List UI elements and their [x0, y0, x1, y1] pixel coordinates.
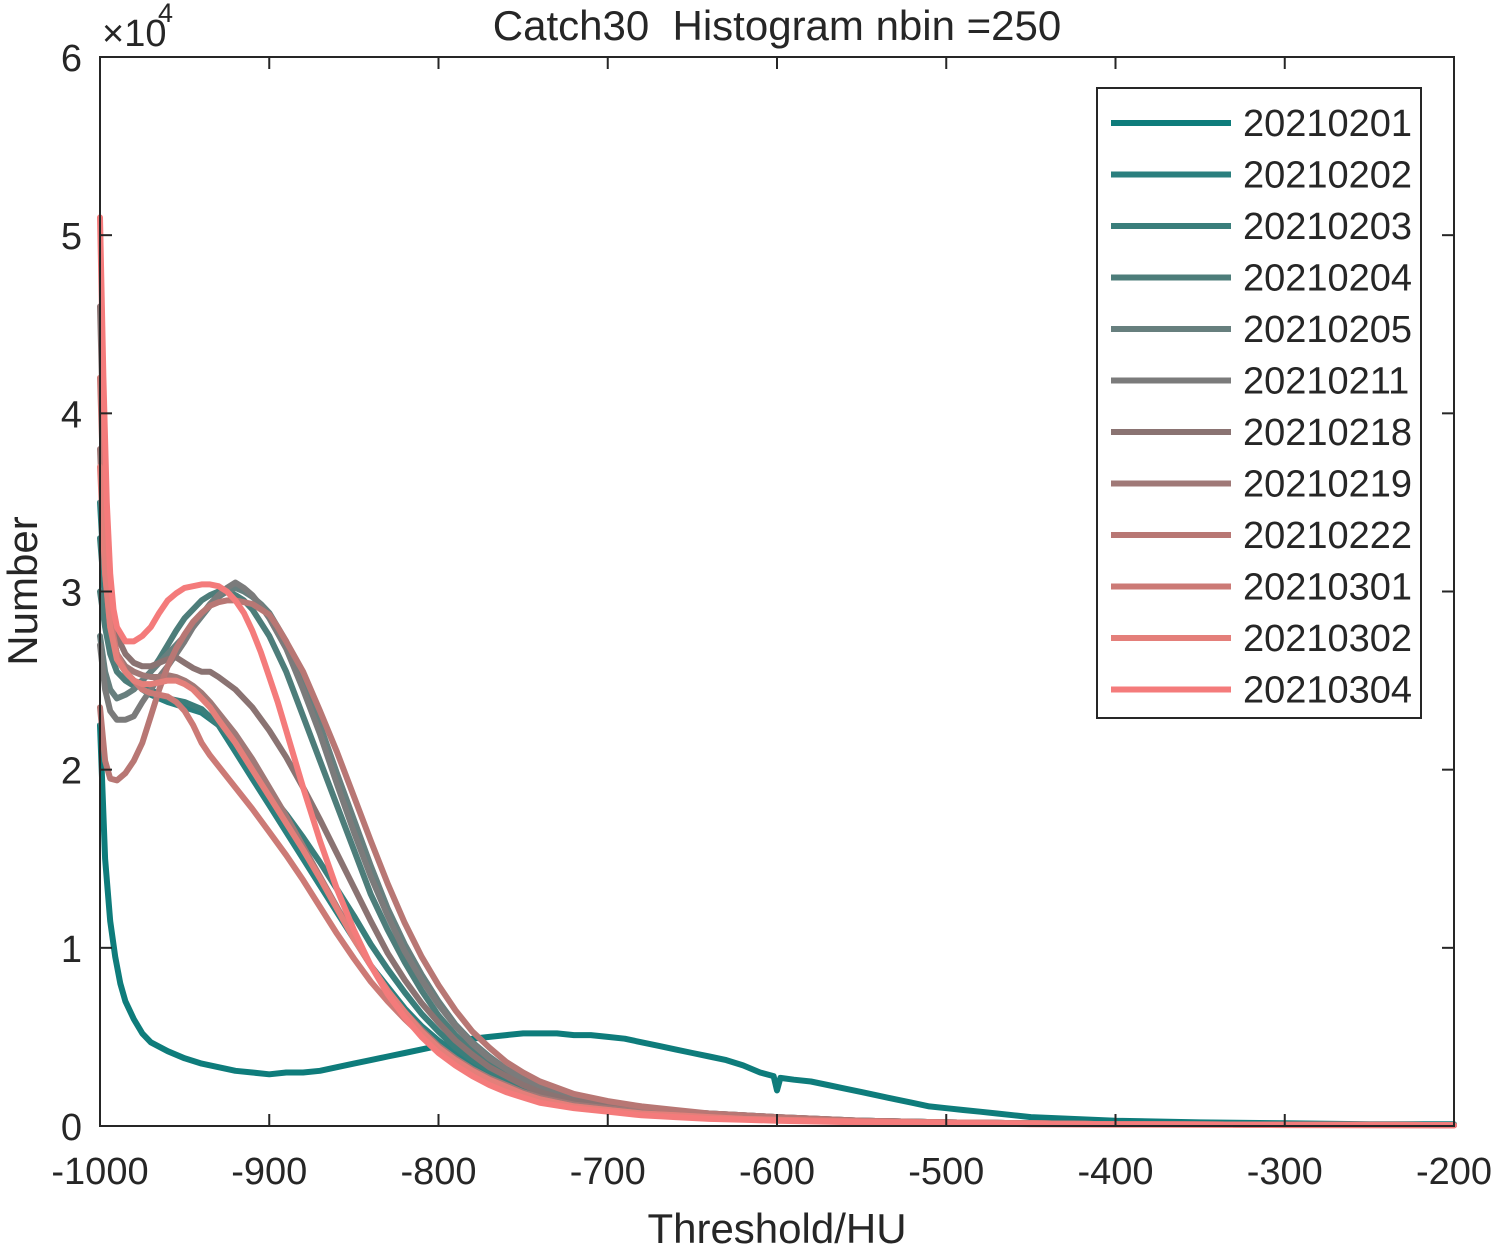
legend-label-20210204: 20210204	[1243, 258, 1412, 300]
y-exponent-base: ×10	[102, 13, 166, 55]
series-layer	[97, 214, 1457, 1129]
legend-label-20210301: 20210301	[1243, 567, 1412, 609]
x-tick-label: -200	[1416, 1151, 1492, 1193]
legend-label-20210211: 20210211	[1243, 361, 1409, 403]
y-tick-label: 4	[61, 394, 82, 436]
legend-label-20210218: 20210218	[1243, 412, 1412, 454]
y-tick-label: 1	[61, 929, 82, 971]
legend-label-20210202: 20210202	[1243, 155, 1412, 197]
x-axis-title: Threshold/HU	[647, 1205, 906, 1250]
y-exponent-power: 4	[158, 0, 173, 28]
x-tick-label: -400	[1077, 1151, 1153, 1193]
legend-label-20210302: 20210302	[1243, 618, 1412, 660]
series-line-20210201	[97, 722, 1457, 1128]
series-line-20210304	[97, 214, 1457, 1129]
y-tick-label: 5	[61, 216, 82, 258]
legend-label-20210304: 20210304	[1243, 670, 1412, 712]
chart-title: Catch30 Histogram nbin =250	[493, 2, 1062, 49]
x-tick-label: -500	[908, 1151, 984, 1193]
x-tick-label: -1000	[51, 1151, 148, 1193]
x-tick-label: -300	[1247, 1151, 1323, 1193]
y-axis-title: Number	[0, 516, 46, 665]
x-tick-label: -800	[400, 1151, 476, 1193]
legend-label-20210203: 20210203	[1243, 206, 1412, 248]
legend: 20210201 20210202 20210203 20210204 20210205…	[1096, 87, 1422, 719]
y-tick-label: 2	[61, 751, 82, 793]
axis-ticks: -1000 -900 -800 -700 -600 -500 -400 -300 -200 0 1 2…	[51, 38, 1492, 1193]
x-tick-label: -900	[231, 1151, 307, 1193]
x-tick-label: -600	[739, 1151, 815, 1193]
y-tick-label: 0	[61, 1107, 82, 1149]
y-axis-exponent: ×10 4	[102, 0, 173, 55]
y-tick-label: 3	[61, 573, 82, 615]
x-tick-label: -700	[570, 1151, 646, 1193]
series-line-20210222	[97, 597, 1457, 1129]
legend-box	[1096, 87, 1422, 719]
legend-label-20210205: 20210205	[1243, 309, 1412, 351]
legend-label-20210222: 20210222	[1243, 515, 1412, 557]
y-tick-label: 6	[61, 38, 82, 80]
legend-label-20210219: 20210219	[1243, 464, 1412, 506]
legend-label-20210201: 20210201	[1243, 103, 1412, 145]
